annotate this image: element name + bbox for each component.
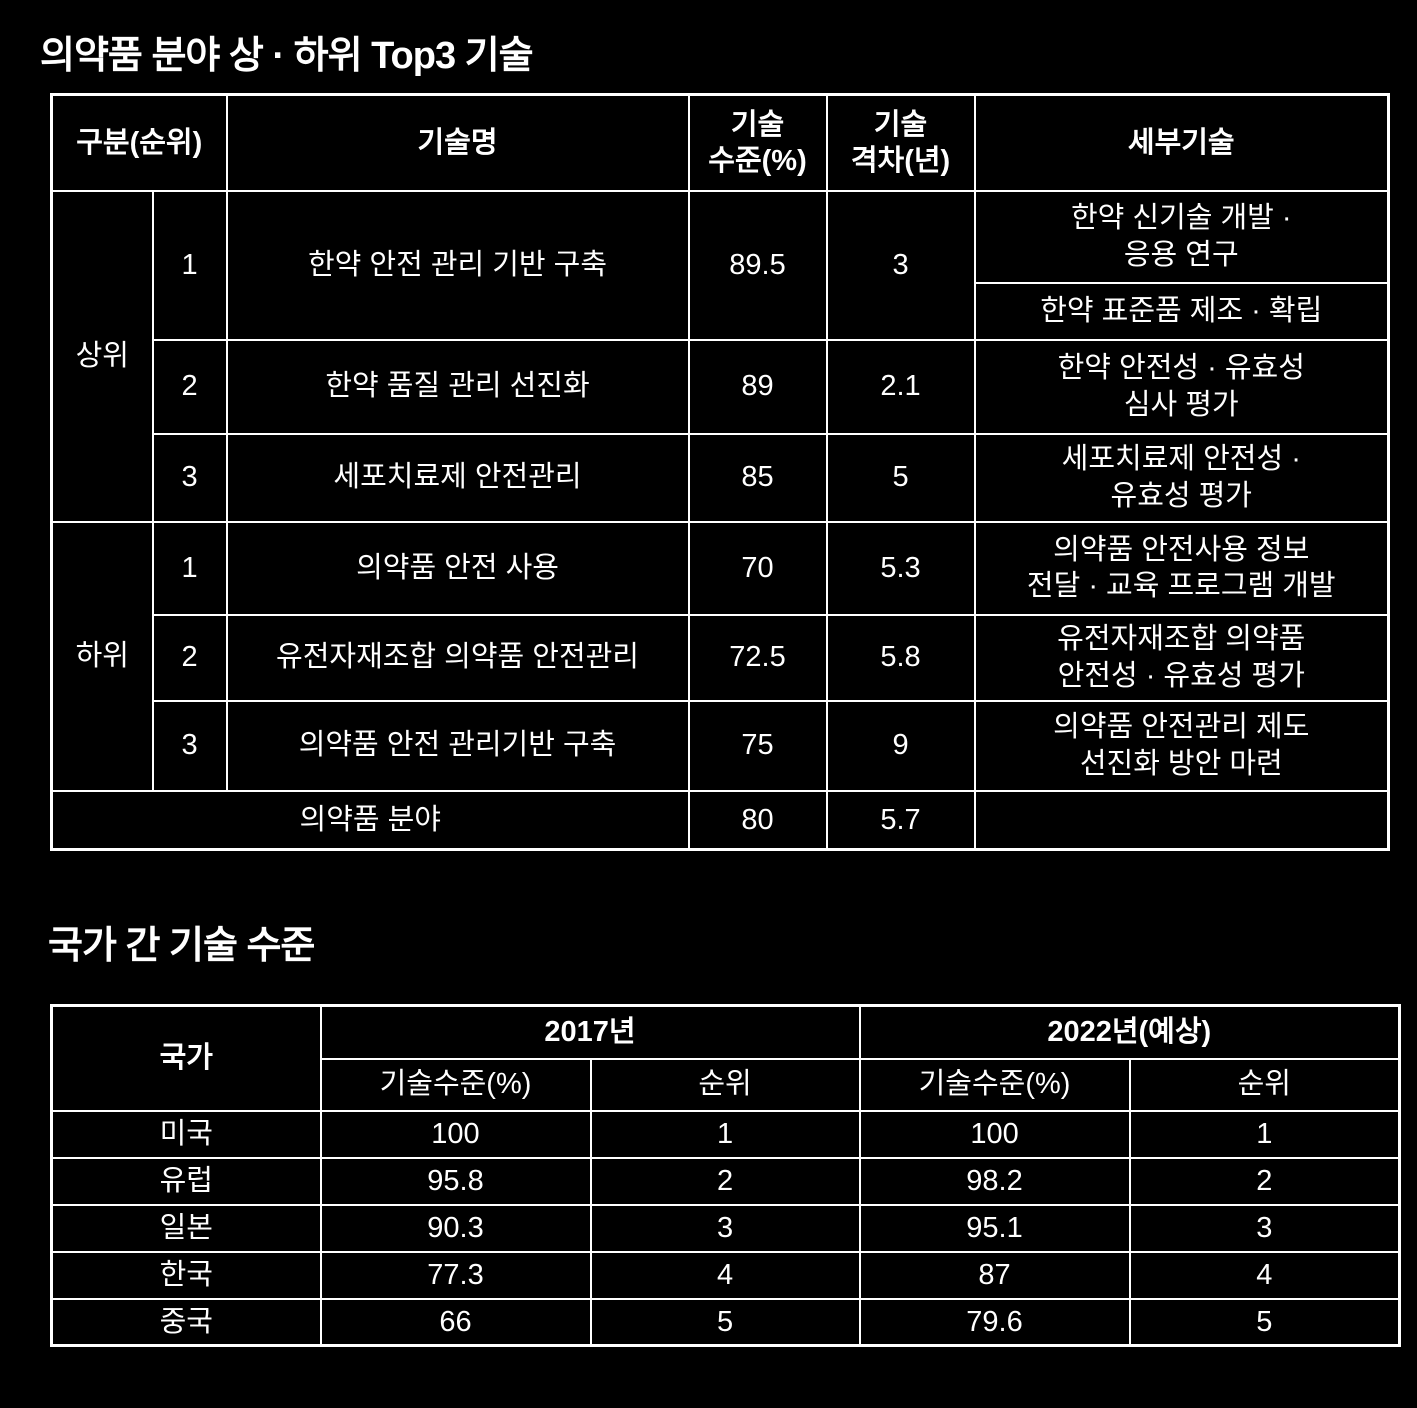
cell-tech-gap: 3	[825, 189, 976, 341]
cell-tech-name: 한약 품질 관리 선진화	[225, 338, 690, 435]
cell-tech-name: 의약품 안전 사용	[225, 520, 690, 616]
cell-tech-gap: 5.8	[825, 613, 976, 702]
cell-group-top: 상위	[50, 189, 154, 523]
table-row: 한국 77.3 4 87 4	[50, 1250, 1401, 1300]
cell-country: 일본	[50, 1203, 322, 1253]
header-year-2022: 2022년(예상)	[858, 1004, 1401, 1060]
table-row: 2 유전자재조합 의약품 안전관리 72.5 5.8 유전자재조합 의약품 안전…	[52, 613, 1390, 702]
cell-level-2022: 79.6	[858, 1297, 1131, 1347]
table-row: 3 의약품 안전 관리기반 구축 75 9 의약품 안전관리 제도 선진화 방안…	[52, 699, 1390, 792]
header-tech-gap: 기술 격차(년)	[825, 93, 976, 192]
cell-tech-level: 70	[687, 520, 828, 616]
cell-footer-level: 80	[687, 789, 828, 851]
cell-tech-gap: 2.1	[825, 338, 976, 435]
table-header-row: 구분(순위) 기술명 기술 수준(%) 기술 격차(년) 세부기술	[50, 93, 1390, 192]
table-row: 하위 1 의약품 안전 사용 70 5.3 의약품 안전사용 정보 전달 · 교…	[50, 520, 1390, 792]
cell-rank-2017: 5	[589, 1297, 861, 1347]
cell-country: 중국	[50, 1297, 322, 1347]
header-rank-2022: 순위	[1128, 1057, 1401, 1112]
cell-rank: 2	[151, 338, 228, 435]
cell-footer-label: 의약품 분야	[50, 789, 690, 851]
header-tech-name: 기술명	[225, 93, 690, 192]
cell-tech-level: 89	[687, 338, 828, 435]
cell-rank-2022: 1	[1128, 1109, 1401, 1159]
header-year-2017: 2017년	[319, 1004, 861, 1060]
cell-detail-tech: 의약품 안전관리 제도 선진화 방안 마련	[973, 699, 1390, 792]
cell-rank-2017: 1	[589, 1109, 861, 1159]
cell-tech-gap: 9	[825, 699, 976, 792]
cell-detail-tech: 한약 표준품 제조 · 확립	[973, 281, 1390, 341]
country-table-title: 국가 간 기술 수준	[48, 925, 315, 967]
cell-level-2022: 98.2	[858, 1156, 1131, 1206]
table-footer-row: 의약품 분야 80 5.7	[50, 789, 1390, 851]
table-row: 미국 100 1 100 1	[50, 1109, 1401, 1159]
cell-rank: 3	[151, 699, 228, 792]
header-tech-level: 기술 수준(%)	[687, 93, 828, 192]
cell-level-2017: 66	[319, 1297, 592, 1347]
country-level-table: 국가 2017년 2022년(예상) 기술수준(%) 순위 기술수준(%) 순위…	[50, 1004, 1402, 1347]
cell-rank-2022: 2	[1128, 1156, 1401, 1206]
cell-tech-name: 의약품 안전 관리기반 구축	[225, 699, 690, 792]
header-rank-2017: 순위	[589, 1057, 861, 1112]
cell-country: 유럽	[50, 1156, 322, 1206]
table-row: 상위 1 한약 안전 관리 기반 구축 89.5 3 한약 신기술 개발 · 응…	[50, 189, 1390, 523]
cell-tech-gap: 5	[825, 432, 976, 523]
header-category: 구분(순위)	[50, 93, 228, 192]
cell-footer-detail	[973, 789, 1390, 851]
table-row: 중국 66 5 79.6 5	[50, 1297, 1401, 1347]
cell-detail-tech: 세포치료제 안전성 · 유효성 평가	[973, 432, 1390, 523]
cell-detail-tech: 한약 신기술 개발 · 응용 연구	[973, 189, 1390, 284]
cell-rank: 1	[151, 520, 228, 616]
cell-rank: 1	[151, 189, 228, 341]
cell-rank-2017: 2	[589, 1156, 861, 1206]
table-row: 2 한약 품질 관리 선진화 89 2.1 한약 안전성 · 유효성 심사 평가	[52, 338, 1390, 435]
cell-detail-tech: 의약품 안전사용 정보 전달 · 교육 프로그램 개발	[973, 520, 1390, 616]
cell-tech-name: 한약 안전 관리 기반 구축	[225, 189, 690, 341]
header-country: 국가	[50, 1004, 322, 1112]
table-row: 유럽 95.8 2 98.2 2	[50, 1156, 1401, 1206]
cell-rank-2022: 4	[1128, 1250, 1401, 1300]
table-row: 3 세포치료제 안전관리 85 5 세포치료제 안전성 · 유효성 평가	[52, 432, 1390, 523]
cell-level-2017: 100	[319, 1109, 592, 1159]
cell-rank: 3	[151, 432, 228, 523]
header-detail-tech: 세부기술	[973, 93, 1390, 192]
header-level-2017: 기술수준(%)	[319, 1057, 592, 1112]
cell-footer-gap: 5.7	[825, 789, 976, 851]
cell-detail-tech: 한약 안전성 · 유효성 심사 평가	[973, 338, 1390, 435]
cell-rank: 2	[151, 613, 228, 702]
cell-tech-name: 세포치료제 안전관리	[225, 432, 690, 523]
cell-country: 미국	[50, 1109, 322, 1159]
cell-rank-2022: 5	[1128, 1297, 1401, 1347]
cell-tech-name: 유전자재조합 의약품 안전관리	[225, 613, 690, 702]
cell-tech-gap: 5.3	[825, 520, 976, 616]
cell-tech-level: 85	[687, 432, 828, 523]
cell-country: 한국	[50, 1250, 322, 1300]
table-subheader-row: 기술수준(%) 순위 기술수준(%) 순위	[52, 1057, 1401, 1112]
cell-rank-2017: 4	[589, 1250, 861, 1300]
cell-tech-level: 75	[687, 699, 828, 792]
cell-level-2022: 87	[858, 1250, 1131, 1300]
table-row: 한약 표준품 제조 · 확립	[52, 281, 1390, 341]
top3-table-title: 의약품 분야 상 · 하위 Top3 기술	[40, 35, 534, 77]
cell-tech-level: 72.5	[687, 613, 828, 702]
table-row: 일본 90.3 3 95.1 3	[50, 1203, 1401, 1253]
cell-rank-2022: 3	[1128, 1203, 1401, 1253]
cell-level-2022: 95.1	[858, 1203, 1131, 1253]
cell-tech-level: 89.5	[687, 189, 828, 341]
table-header-row: 국가 2017년 2022년(예상)	[50, 1004, 1401, 1112]
cell-rank-2017: 3	[589, 1203, 861, 1253]
cell-detail-tech: 유전자재조합 의약품 안전성 · 유효성 평가	[973, 613, 1390, 702]
cell-level-2017: 95.8	[319, 1156, 592, 1206]
cell-level-2022: 100	[858, 1109, 1131, 1159]
top3-tech-table: 구분(순위) 기술명 기술 수준(%) 기술 격차(년) 세부기술 상위 1 한…	[50, 93, 1391, 851]
cell-level-2017: 90.3	[319, 1203, 592, 1253]
cell-level-2017: 77.3	[319, 1250, 592, 1300]
cell-group-bottom: 하위	[50, 520, 154, 792]
header-level-2022: 기술수준(%)	[858, 1057, 1131, 1112]
